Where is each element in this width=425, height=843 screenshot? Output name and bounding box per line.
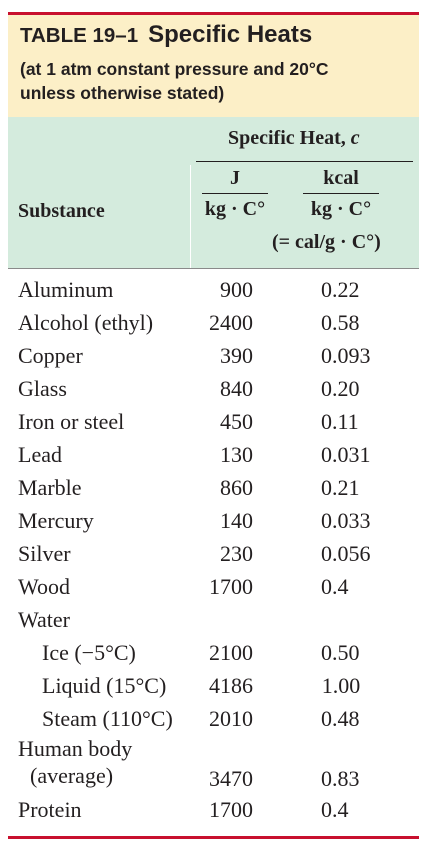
table-row: Copper 390 0.093	[8, 339, 419, 372]
specific-heat-kcal-value: 0.48	[321, 706, 360, 731]
specific-heat-kcal-value: 0.031	[321, 442, 371, 467]
table-row: Ice (−5°C) 2100 0.50	[8, 636, 419, 669]
specific-heat-j-value: 1700	[209, 574, 253, 599]
substance-name: Protein	[18, 797, 82, 822]
substance-name-line: Human body	[18, 736, 133, 761]
substance-name: Wood	[18, 574, 71, 599]
unit-denominator: kg · C°	[310, 198, 372, 220]
column-header-j-per-kg: J kg · C°	[198, 165, 272, 222]
specific-heat-j-value: 4186	[209, 673, 253, 698]
specific-heat-kcal-value: 0.4	[321, 574, 349, 599]
table-row: Glass 840 0.20	[8, 372, 419, 405]
substance-name-line: (average)	[30, 763, 114, 788]
specific-heat-j-value: 3470	[209, 766, 253, 791]
specific-heat-j-value: 2100	[209, 640, 253, 665]
specific-heat-kcal-value: 0.58	[321, 310, 360, 335]
unit-numerator: kcal	[323, 167, 359, 189]
substance-name: Steam (110°C)	[42, 706, 173, 731]
table-row: Silver 230 0.056	[8, 537, 419, 570]
table-row: Marble 860 0.21	[8, 471, 419, 504]
table-number: TABLE 19–1	[20, 24, 139, 47]
specific-heat-j-value: 1700	[209, 797, 253, 822]
table-row: Mercury 140 0.033	[8, 504, 419, 537]
specific-heat-kcal-value: 1.00	[321, 673, 361, 698]
substance-name: Human body (average)	[18, 735, 132, 789]
title-block: TABLE 19–1 Specific Heats (at 1 atm const…	[8, 15, 419, 117]
cal-equivalence-note: (= cal/g · C°)	[272, 231, 381, 253]
table-row: Water	[8, 603, 419, 636]
header-column-divider	[190, 165, 191, 268]
specific-heat-j-value: 2010	[209, 706, 253, 731]
specific-heat-j-value: 840	[220, 376, 253, 401]
substance-name: Marble	[18, 475, 82, 500]
specific-heat-j-value: 390	[220, 343, 253, 368]
substance-name: Liquid (15°C)	[42, 673, 167, 698]
specific-heat-kcal-value: 0.11	[321, 409, 359, 434]
table-body: Aluminum 900 0.22 Alcohol (ethyl) 2400 0…	[8, 273, 419, 826]
specific-heat-kcal-value: 0.20	[321, 376, 360, 401]
table-row: Steam (110°C) 2010 0.48	[8, 702, 419, 735]
specific-heat-j-value: 230	[220, 541, 253, 566]
fraction-bar	[303, 193, 379, 194]
specific-heat-kcal-value: 0.22	[321, 277, 360, 302]
column-header-kcal-per-kg: kcal kg · C°	[298, 165, 384, 222]
subtitle-line: (at 1 atm constant pressure and 20°C	[20, 59, 329, 79]
specific-heat-kcal-value: 0.4	[321, 797, 349, 822]
table-row: Wood 1700 0.4	[8, 570, 419, 603]
subtitle-line: unless otherwise stated)	[20, 83, 225, 103]
substance-group-name: Water	[18, 607, 70, 632]
unit-numerator: J	[230, 167, 240, 189]
specific-heat-kcal-value: 0.50	[321, 640, 360, 665]
substance-name: Mercury	[18, 508, 94, 533]
specific-heat-kcal-value: 0.83	[321, 766, 360, 791]
specific-heat-kcal-value: 0.093	[321, 343, 371, 368]
specific-heat-j-value: 130	[220, 442, 253, 467]
header-spanner-rule	[196, 161, 413, 162]
fraction-bar	[202, 193, 268, 194]
unit-denominator: kg · C°	[204, 198, 266, 220]
substance-name: Copper	[18, 343, 83, 368]
specific-heat-kcal-value: 0.21	[321, 475, 360, 500]
header-separator-line	[8, 268, 419, 269]
table-row: Human body (average) 3470 0.83	[8, 735, 419, 793]
specific-heat-kcal-value: 0.033	[321, 508, 371, 533]
specific-heat-j-value: 860	[220, 475, 253, 500]
substance-name: Glass	[18, 376, 67, 401]
substance-name: Ice (−5°C)	[42, 640, 136, 665]
column-header-block: Specific Heat, c J kg · C° kcal kg · C° …	[8, 117, 419, 268]
specific-heat-j-value: 140	[220, 508, 253, 533]
table-row: Iron or steel 450 0.11	[8, 405, 419, 438]
top-red-rule	[8, 12, 419, 15]
table-row: Liquid (15°C) 4186 1.00	[8, 669, 419, 702]
substance-name: Silver	[18, 541, 71, 566]
table-row: Aluminum 900 0.22	[8, 273, 419, 306]
table-title: TABLE 19–1 Specific Heats	[20, 21, 312, 49]
table-row: Protein 1700 0.4	[8, 793, 419, 826]
substance-name: Lead	[18, 442, 62, 467]
specific-heat-kcal-value: 0.056	[321, 541, 371, 566]
specific-heat-header: Specific Heat, c	[228, 127, 360, 150]
table-row: Lead 130 0.031	[8, 438, 419, 471]
table-row: Alcohol (ethyl) 2400 0.58	[8, 306, 419, 339]
specific-heat-j-value: 2400	[209, 310, 253, 335]
substance-name: Iron or steel	[18, 409, 125, 434]
bottom-red-rule	[8, 836, 419, 839]
specific-heat-j-value: 450	[220, 409, 253, 434]
table-subtitle: (at 1 atm constant pressure and 20°C unl…	[20, 57, 328, 105]
substance-name: Alcohol (ethyl)	[18, 310, 154, 335]
specific-heat-symbol: c	[350, 127, 360, 149]
table-name: Specific Heats	[148, 21, 313, 48]
specific-heat-j-value: 900	[220, 277, 253, 302]
substance-name: Aluminum	[18, 277, 114, 302]
specific-heat-label: Specific Heat,	[228, 127, 351, 149]
column-header-substance: Substance	[18, 200, 105, 222]
